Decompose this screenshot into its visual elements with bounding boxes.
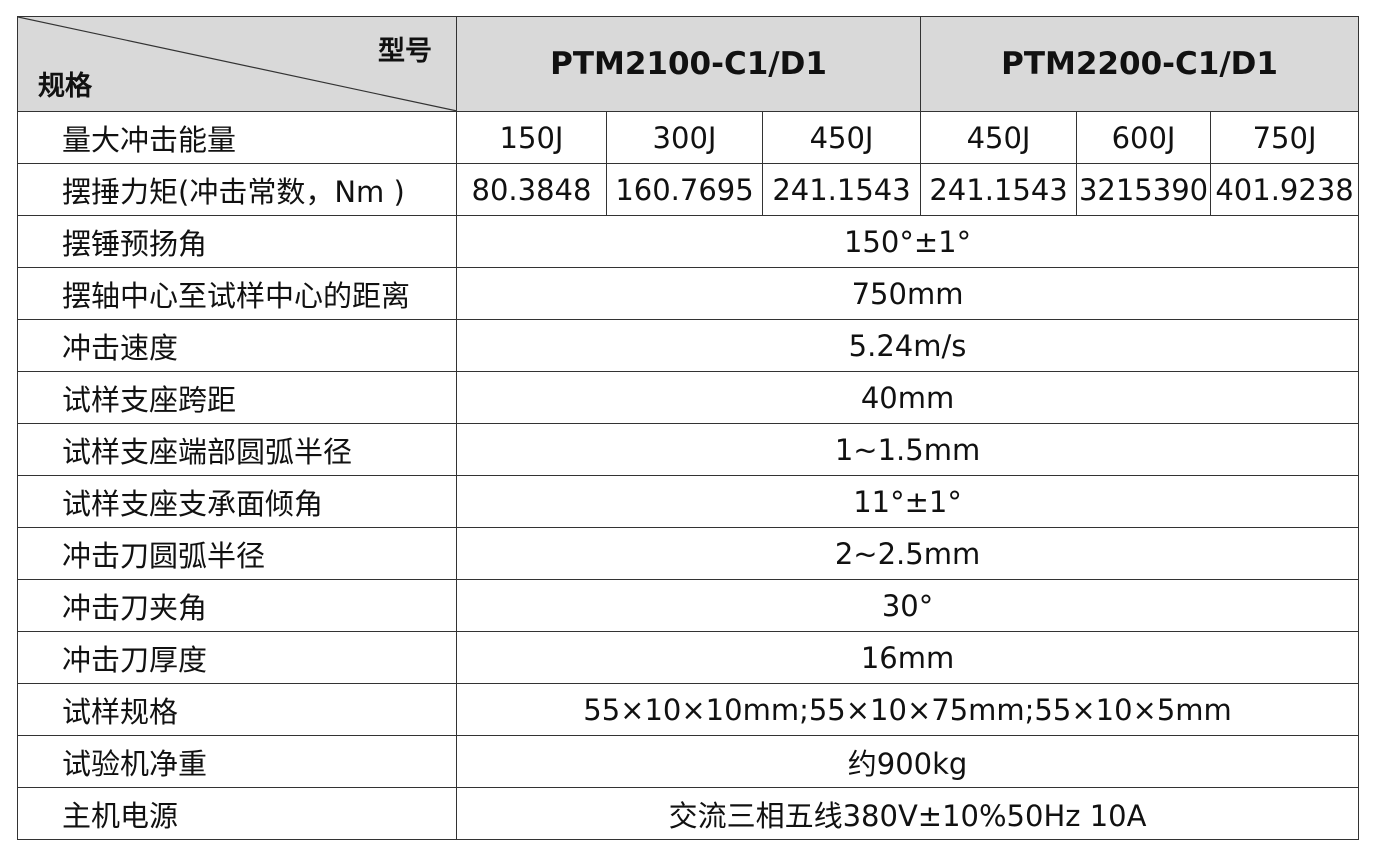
row-label: 冲击刀夹角 <box>17 579 457 632</box>
row: 试样支座支承面倾角 11°±1° <box>17 475 1360 528</box>
row-label: 试样支座端部圆弧半径 <box>17 423 457 476</box>
row-label: 摆捶力矩(冲击常数，Nm ) <box>17 163 457 216</box>
value-cell: 55×10×10mm;55×10×75mm;55×10×5mm <box>455 683 1360 736</box>
value-cell: 80.3848 <box>456 163 607 216</box>
value-cell: 241.1543 <box>920 163 1078 216</box>
value-cell: 750J <box>1210 111 1360 164</box>
row-label: 试样规格 <box>17 683 457 736</box>
row-label: 摆锤预扬角 <box>17 215 457 268</box>
row: 摆捶力矩(冲击常数，Nm ) 80.3848 160.7695 241.1543 241… <box>17 163 1360 216</box>
row: 试样支座跨距 40mm <box>17 371 1360 424</box>
corner-bottom: 规格 <box>38 71 92 102</box>
value-cell: 5.24m/s <box>455 319 1360 372</box>
row-label: 试样支座支承面倾角 <box>17 475 457 528</box>
value-cell: 16mm <box>455 631 1360 684</box>
value-cell: 401.9238 <box>1210 163 1360 216</box>
value-cell: 2~2.5mm <box>455 527 1360 580</box>
value-cell: 交流三相五线380V±10%50Hz 10A <box>455 787 1360 840</box>
value-cell: 750mm <box>455 267 1360 320</box>
row: 摆轴中心至试样中心的距离 750mm <box>17 267 1360 320</box>
value-cell: 11°±1° <box>455 475 1360 528</box>
value-cell: 241.1543 <box>761 163 922 216</box>
value-cell: 450J <box>920 111 1078 164</box>
value-cell: 1~1.5mm <box>455 423 1360 476</box>
row: 冲击刀厚度 16mm <box>17 631 1360 684</box>
value-cell: 3215390 <box>1076 163 1212 216</box>
model-header: PTM2100-C1/D1 <box>455 16 922 112</box>
row: 试验机净重 约900kg <box>17 735 1360 788</box>
row-label: 量大冲击能量 <box>17 111 457 164</box>
value-cell: 450J <box>761 111 922 164</box>
row: 量大冲击能量 150J 300J 450J 450J 600J 750J <box>17 111 1360 164</box>
row: 试样规格 55×10×10mm;55×10×75mm;55×10×5mm <box>17 683 1360 736</box>
row-label: 冲击刀圆弧半径 <box>17 527 457 580</box>
corner-top: 型号 <box>378 36 432 67</box>
row-label: 试样支座跨距 <box>17 371 457 424</box>
row: 冲击刀圆弧半径 2~2.5mm <box>17 527 1360 580</box>
row-label: 冲击速度 <box>17 319 457 372</box>
table-body: 型号 规格 PTM2100-C1/D1 PTM2200-C1/D1 量大冲击能量… <box>17 16 1360 840</box>
model-header: PTM2200-C1/D1 <box>920 16 1360 112</box>
value-cell: 40mm <box>455 371 1360 424</box>
row-label: 冲击刀厚度 <box>17 631 457 684</box>
row-label: 摆轴中心至试样中心的距离 <box>17 267 457 320</box>
diagonal <box>18 17 456 111</box>
spec-table: 型号 规格 PTM2100-C1/D1 PTM2200-C1/D1 量大冲击能量… <box>17 16 1360 840</box>
value-cell: 160.7695 <box>606 163 763 216</box>
value-cell: 150J <box>456 111 607 164</box>
value-cell: 30° <box>455 579 1360 632</box>
row-label: 试验机净重 <box>17 735 457 788</box>
value-cell: 约900kg <box>455 735 1360 788</box>
row: 试样支座端部圆弧半径 1~1.5mm <box>17 423 1360 476</box>
row: 主机电源 交流三相五线380V±10%50Hz 10A <box>17 787 1360 840</box>
header-row: 型号 规格 PTM2100-C1/D1 PTM2200-C1/D1 <box>17 16 1360 112</box>
value-cell: 600J <box>1076 111 1212 164</box>
row-label: 主机电源 <box>17 787 457 840</box>
row: 冲击速度 5.24m/s <box>17 319 1360 372</box>
value-cell: 150°±1° <box>455 215 1360 268</box>
row: 冲击刀夹角 30° <box>17 579 1360 632</box>
value-cell: 300J <box>606 111 763 164</box>
corner-cell: 型号 规格 <box>17 16 457 112</box>
row: 摆锤预扬角 150°±1° <box>17 215 1360 268</box>
